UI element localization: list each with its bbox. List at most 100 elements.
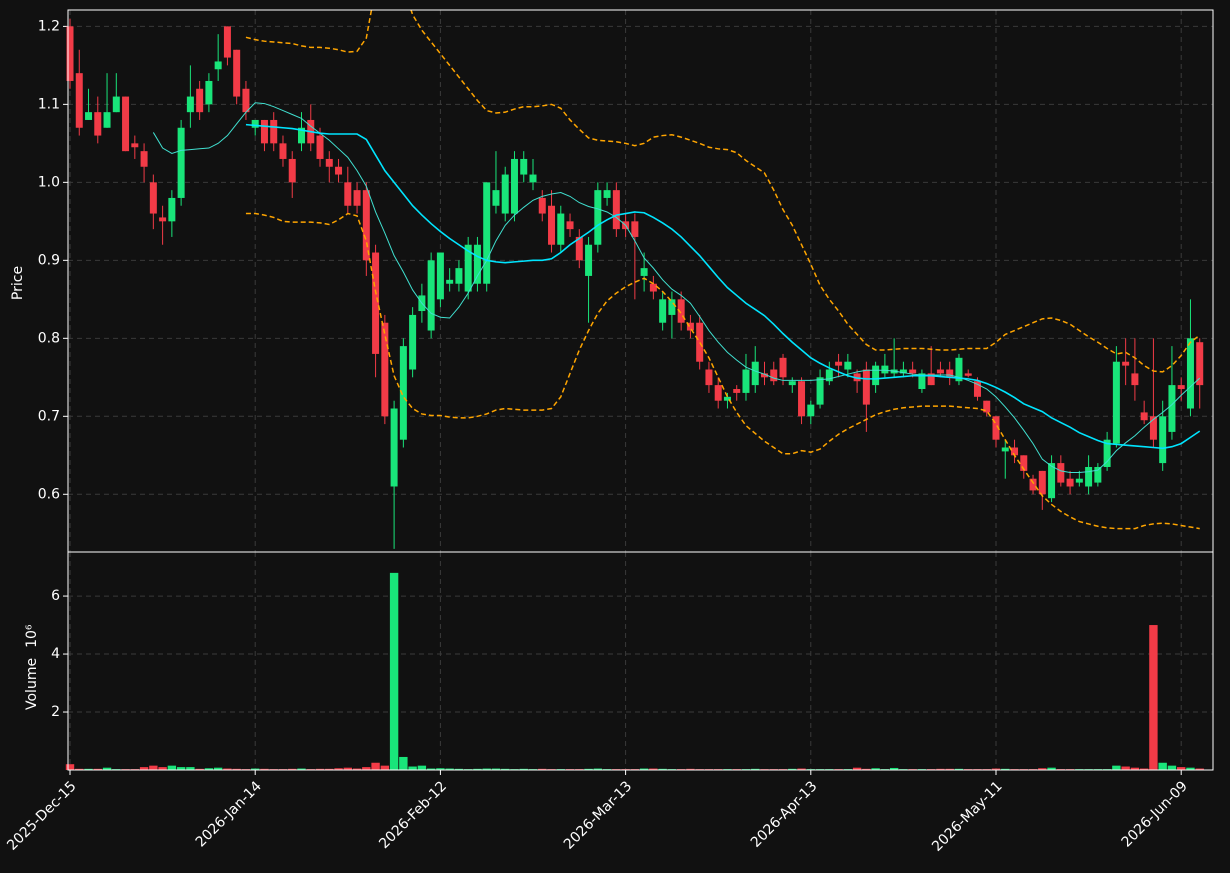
volume-bar bbox=[1130, 767, 1140, 770]
overlay-line bbox=[245, 10, 1201, 373]
candle-body bbox=[1186, 338, 1194, 409]
candle-body bbox=[909, 369, 917, 374]
volume-bar bbox=[519, 768, 528, 770]
volume-bar bbox=[213, 767, 223, 770]
candle-body bbox=[455, 268, 463, 284]
volume-bar bbox=[260, 768, 269, 770]
volume-bar bbox=[797, 768, 806, 770]
volume-bar bbox=[315, 768, 325, 770]
volume-bar bbox=[158, 767, 167, 770]
candle-body bbox=[1075, 478, 1083, 483]
candle-body bbox=[714, 385, 722, 401]
candle-body bbox=[649, 283, 657, 292]
volume-bar bbox=[436, 768, 445, 770]
volume-bar bbox=[538, 768, 547, 770]
candle-body bbox=[1168, 385, 1176, 432]
candle-body bbox=[279, 143, 287, 159]
candle-body bbox=[936, 369, 944, 374]
candle-body bbox=[992, 416, 1000, 440]
candle-body bbox=[1149, 416, 1157, 440]
candle-body bbox=[186, 96, 194, 113]
volume-bar bbox=[639, 768, 649, 770]
candle-body bbox=[427, 260, 435, 331]
candle-body bbox=[816, 377, 824, 405]
candle-body bbox=[501, 174, 509, 214]
candle-body bbox=[251, 119, 259, 128]
volume-bar bbox=[862, 768, 871, 770]
candle-body bbox=[751, 361, 759, 386]
candle-body bbox=[399, 346, 407, 440]
volume-bar bbox=[167, 765, 177, 770]
volume-label: Volume bbox=[24, 658, 40, 710]
candle-body bbox=[325, 158, 333, 167]
candle-body bbox=[696, 322, 704, 362]
candle-body bbox=[140, 151, 148, 167]
candle-body bbox=[742, 369, 750, 393]
volume-bar bbox=[871, 768, 880, 770]
candle-body bbox=[520, 158, 528, 175]
candle-body bbox=[575, 236, 583, 261]
candle-body bbox=[233, 49, 241, 97]
candle-body bbox=[335, 166, 343, 175]
candle-body bbox=[594, 190, 602, 245]
candle-body bbox=[862, 369, 870, 405]
overlay-lines bbox=[152, 10, 1201, 530]
volume-bar bbox=[686, 768, 695, 770]
volume-bar bbox=[195, 768, 204, 770]
candle-body bbox=[927, 373, 935, 386]
volume-bar bbox=[251, 768, 260, 770]
candle-body bbox=[659, 299, 667, 323]
candle-body bbox=[1177, 385, 1185, 390]
candle-body bbox=[483, 182, 491, 284]
candle-body bbox=[409, 314, 417, 370]
candle-body bbox=[918, 373, 926, 390]
candle-body bbox=[557, 213, 565, 245]
candle-body bbox=[631, 221, 639, 237]
candle-body bbox=[464, 244, 472, 292]
volume-bar bbox=[945, 768, 954, 770]
volume-bar bbox=[473, 768, 482, 770]
candle-body bbox=[1094, 466, 1102, 483]
candle-body bbox=[788, 381, 796, 386]
candle-body bbox=[1112, 361, 1120, 444]
volume-bar bbox=[1112, 765, 1121, 770]
y-tick-label: 1.2 bbox=[38, 18, 60, 34]
volume-bar bbox=[889, 767, 899, 770]
volume-bar bbox=[1139, 768, 1149, 770]
y-tick-label: 0.8 bbox=[38, 330, 60, 346]
volume-bar bbox=[223, 768, 232, 770]
candle-body bbox=[510, 158, 518, 214]
candle-body bbox=[529, 174, 537, 183]
volume-bar bbox=[1047, 767, 1056, 770]
candle-body bbox=[612, 190, 620, 230]
y-tick-label: 4 bbox=[51, 646, 60, 662]
volume-bar bbox=[584, 768, 593, 770]
candle-body bbox=[473, 244, 481, 284]
volume-bar bbox=[389, 572, 399, 770]
volume-bar bbox=[1001, 768, 1010, 770]
candle-body bbox=[844, 361, 852, 370]
overlay-line bbox=[245, 123, 1201, 450]
candle-body bbox=[1159, 416, 1167, 464]
volume-bar bbox=[788, 768, 797, 770]
volume-bar bbox=[658, 768, 667, 770]
candle-body bbox=[964, 373, 972, 376]
candle-body bbox=[288, 158, 296, 183]
volume-bar bbox=[482, 768, 491, 770]
y-tick-label: 1.0 bbox=[38, 174, 60, 190]
volume-bar bbox=[408, 766, 417, 770]
candle-body bbox=[899, 369, 907, 374]
candle-body bbox=[723, 396, 731, 401]
candle-body bbox=[177, 127, 185, 198]
candle-body bbox=[686, 322, 694, 331]
candle-body bbox=[798, 381, 806, 417]
volume-bar bbox=[991, 768, 1001, 770]
volume-bar bbox=[1121, 766, 1130, 770]
y-tick-label: 6 bbox=[51, 588, 60, 604]
candle-body bbox=[1038, 470, 1046, 495]
volume-bar bbox=[1195, 768, 1204, 770]
y-tick-label: 2 bbox=[51, 704, 60, 720]
candle-body bbox=[372, 252, 380, 354]
